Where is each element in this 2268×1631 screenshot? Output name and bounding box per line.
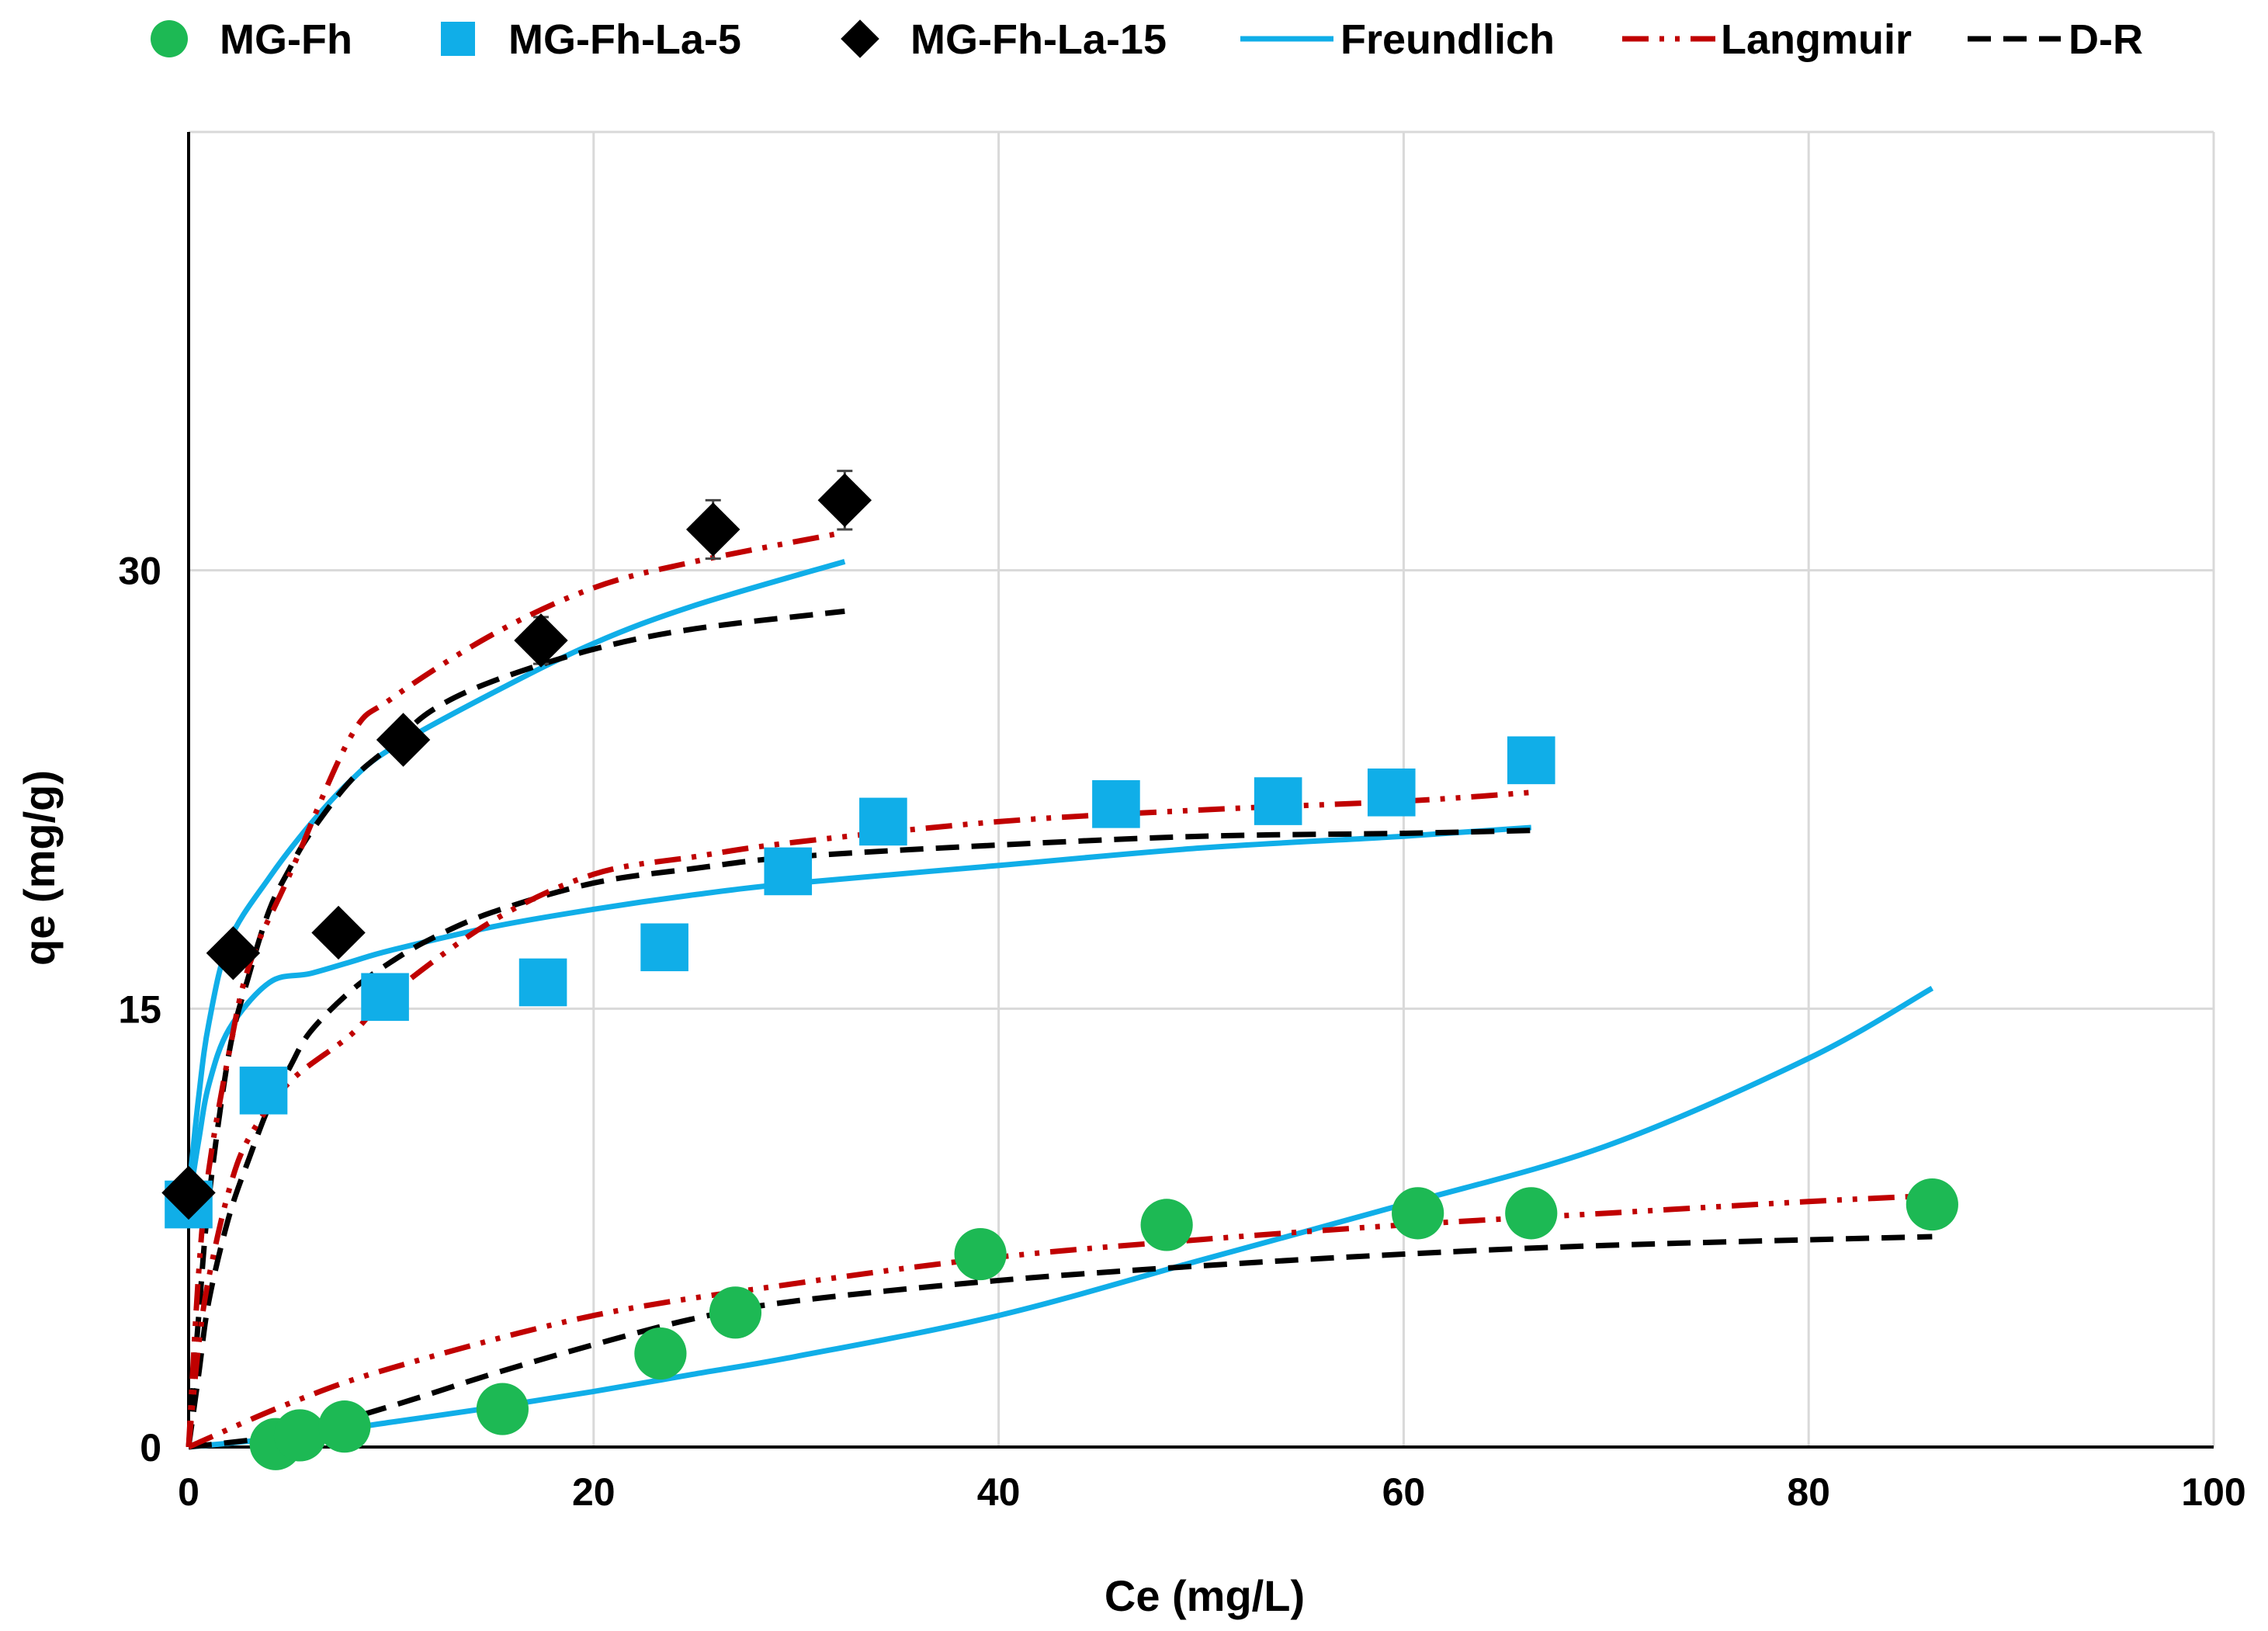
mg-fh-point: [318, 1400, 371, 1453]
y-tick-label: 15: [118, 987, 161, 1031]
mg-fh-la-5-point: [859, 797, 907, 846]
dr-curve-3: [188, 1234, 1933, 1450]
mg-fh-point: [476, 1383, 529, 1435]
x-tick-label: 0: [178, 1470, 199, 1514]
mg-fh-la-15-point: [686, 502, 740, 557]
dr-curve-2: [186, 608, 845, 1448]
x-tick-label: 100: [2181, 1470, 2245, 1514]
y-axis-ticks: 0 15 30: [118, 550, 161, 1470]
langmuir-curve-3: [187, 1192, 1933, 1450]
x-tick-label: 80: [1787, 1470, 1830, 1514]
gridlines: [189, 132, 2215, 1447]
freundlich-curve-3: [188, 985, 1934, 1450]
y-tick-label: 0: [140, 1426, 161, 1470]
mg-fh-la-15-point: [311, 905, 366, 960]
mg-fh-la-5-point: [518, 958, 567, 1007]
legend-d-r-label: D-R: [2069, 16, 2143, 63]
mg-fh-la-15-point: [376, 713, 431, 767]
mg-fh-point: [634, 1327, 687, 1380]
dr-curve-1: [186, 828, 1531, 1448]
mg-fh-la-5-point: [1507, 736, 1555, 785]
y-tick-label: 30: [118, 550, 161, 593]
mg-fh-point: [1392, 1187, 1444, 1240]
mg-fh-la-5-point: [239, 1066, 288, 1115]
freundlich-curve-1: [186, 824, 1532, 1206]
legend-freundlich-label: Freundlich: [1340, 16, 1555, 63]
mg-fh-point: [954, 1227, 1007, 1281]
x-tick-label: 60: [1382, 1470, 1426, 1514]
mg-fh-la-5-point: [361, 973, 409, 1022]
legend-mg-fh-la-5-label: MG-Fh-La-5: [508, 16, 741, 63]
mg-fh-point: [1906, 1178, 1958, 1231]
mg-fh-la-15-point: [206, 926, 261, 980]
legend-langmuir-label: Langmuir: [1721, 16, 1912, 63]
x-axis-ticks: 0 20 40 60 80 100: [178, 1470, 2246, 1514]
data-points: [161, 470, 1958, 1470]
y-axis-title: qe (mg/g): [15, 770, 64, 966]
x-tick-label: 20: [572, 1470, 616, 1514]
mg-fh-la-5-point: [1367, 768, 1416, 817]
mg-fh-la-5-point: [764, 847, 813, 896]
mg-fh-la-5-point: [1092, 780, 1140, 828]
langmuir-curve-1: [186, 789, 1532, 1448]
mg-fh-la-15-point: [161, 1165, 216, 1220]
mg-fh-point: [709, 1286, 762, 1339]
x-tick-label: 40: [977, 1470, 1021, 1514]
mg-fh-point: [1505, 1187, 1558, 1240]
mg-fh-la-15-point: [817, 473, 872, 528]
legend-mg-fh-la-15-label: MG-Fh-La-15: [910, 16, 1167, 63]
legend-mg-fh-label: MG-Fh: [220, 16, 352, 63]
mg-fh-point: [273, 1409, 327, 1462]
mg-fh-la-5-point: [640, 923, 688, 972]
legend: MG-Fh MG-Fh-La-5 MG-Fh-La-15 Freundlich Lang…: [151, 16, 2143, 63]
legend-mg-fh-symbol: [151, 20, 188, 57]
x-axis-title: Ce (mg/L): [1105, 1571, 1305, 1620]
mg-fh-la-5-point: [1254, 777, 1302, 825]
legend-mg-fh-la-5-symbol: [441, 22, 475, 56]
plot-frame: [187, 130, 2215, 1449]
mg-fh-la-15-point: [514, 613, 568, 668]
model-curves: [186, 529, 1934, 1450]
mg-fh-point: [1140, 1199, 1193, 1251]
legend-mg-fh-la-15-symbol: [841, 19, 879, 58]
